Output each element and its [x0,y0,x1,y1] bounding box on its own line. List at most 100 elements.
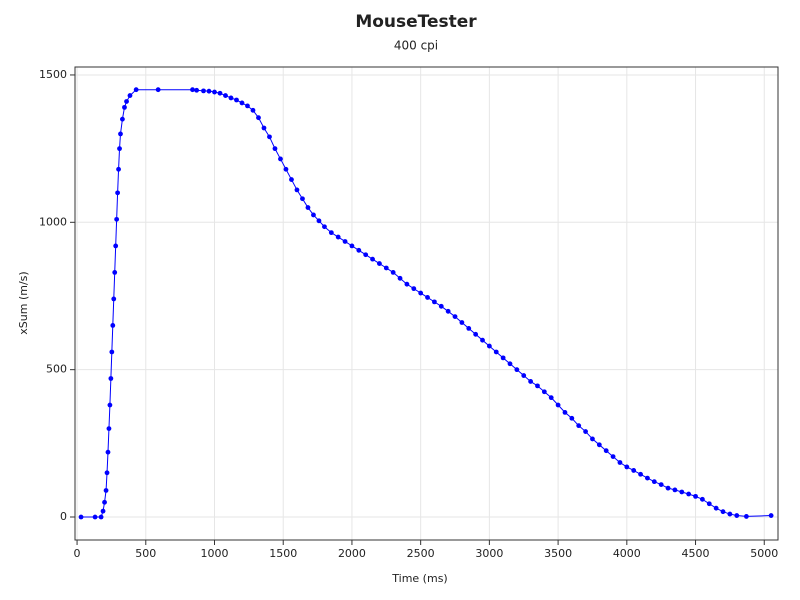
data-point [206,88,212,94]
x-tick-label: 2500 [407,547,435,560]
y-axis-label: xSum (m/s) [17,271,30,334]
data-point [466,326,472,331]
data-point [411,286,417,292]
data-point [112,270,118,275]
data-point [452,314,458,320]
data-point [305,205,311,210]
x-tick-label: 1000 [201,547,229,560]
data-point [118,131,123,137]
data-point [610,454,616,459]
data-point [116,166,121,172]
data-point [562,409,568,415]
data-point [548,395,554,401]
data-point [115,190,121,196]
y-tick-label: 500 [46,363,67,376]
data-point [356,247,362,253]
data-point [624,464,630,470]
x-tick-label: 4000 [613,547,641,560]
data-line [81,89,772,518]
data-point [105,449,111,455]
x-tick-label: 3500 [544,547,572,560]
data-point [124,99,129,104]
data-point [514,367,520,373]
data-point [311,212,316,218]
data-point [190,87,195,93]
data-point [596,442,602,448]
data-point [617,460,623,465]
data-point [322,224,327,230]
data-point [111,296,117,302]
data-point [300,196,305,202]
data-point [459,320,465,325]
data-point [438,303,444,309]
x-axis-label: Time (ms) [391,572,447,585]
data-point [370,256,375,262]
data-point [693,493,698,499]
data-point [768,513,774,518]
data-point [720,509,726,515]
data-point [397,275,403,281]
data-point [672,487,678,493]
data-point [250,107,256,113]
data-point [104,470,110,476]
x-tick-label: 500 [135,547,156,560]
data-point [645,475,650,481]
data-point [294,187,300,193]
data-point [109,349,115,355]
data-point [658,482,664,487]
data-point [473,331,479,337]
data-point [106,426,112,432]
data-point [113,243,119,249]
data-point [535,383,540,389]
data-point [486,343,492,349]
data-point [239,100,245,106]
data-point [261,125,267,131]
x-tick-label: 1500 [269,547,297,560]
data-point [700,496,705,502]
data-point [390,270,396,275]
data-point [679,489,685,495]
y-tick-label: 0 [60,510,67,523]
data-point [256,115,261,121]
data-point [445,308,451,314]
data-point [228,95,234,101]
data-point [541,389,547,395]
data-point [507,361,513,367]
data-point [590,436,595,442]
data-point [155,87,161,93]
data-point [223,93,228,98]
data-point [342,239,348,244]
data-point [349,243,355,249]
plot-frame [74,66,779,541]
data-point [283,166,289,172]
data-point [335,234,341,240]
x-tick-label: 5000 [750,547,778,560]
data-point [245,103,250,109]
data-point [713,505,719,511]
x-tick-label: 2000 [338,547,366,560]
data-point [127,93,133,98]
data-point [114,216,120,222]
data-point [212,89,217,95]
data-point [493,349,499,355]
data-point [425,295,430,300]
data-point [727,511,733,517]
data-point [120,116,125,122]
data-point [201,88,206,94]
data-point [603,448,609,454]
data-point [289,177,294,182]
data-point [117,146,122,152]
data-point [686,491,692,497]
data-point [278,156,283,162]
data-point [110,323,116,328]
data-point [363,252,369,258]
data-point [651,479,657,485]
data-point [480,337,485,343]
data-point [122,104,127,110]
data-point [108,376,114,381]
data-point [92,514,98,520]
x-tick-label: 4500 [682,547,710,560]
data-point [328,230,334,236]
data-point [267,134,272,140]
